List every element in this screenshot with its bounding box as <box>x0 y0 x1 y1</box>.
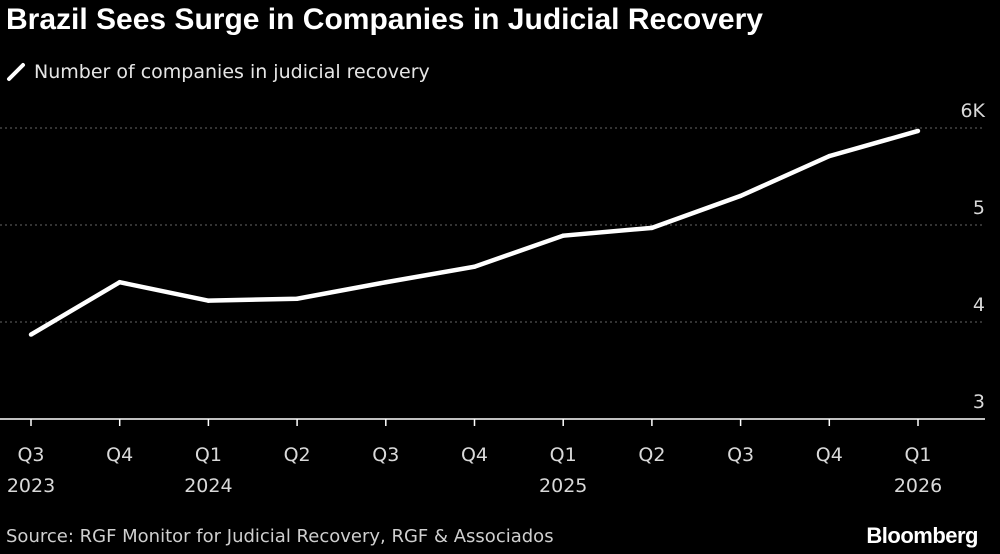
data-point <box>294 296 300 301</box>
x-tick-label-quarter: Q2 <box>638 444 665 466</box>
data-point <box>117 280 122 285</box>
x-tick-label-quarter: Q1 <box>550 444 577 466</box>
y-axis-ticks: 3 4 5 6K <box>960 100 985 413</box>
x-tick-label-quarter: Q3 <box>372 444 399 466</box>
x-tick-label-quarter: Q4 <box>816 444 843 466</box>
x-tick-label-quarter: Q2 <box>284 444 311 466</box>
x-tick-label-year: 2024 <box>184 475 232 497</box>
grid-lines <box>0 127 985 323</box>
data-point <box>472 264 477 269</box>
series-line <box>29 128 919 337</box>
data-point <box>649 225 655 231</box>
x-tick-label-quarter: Q4 <box>106 444 133 466</box>
legend: Number of companies in judicial recovery <box>6 58 430 86</box>
data-point <box>561 233 566 238</box>
data-point <box>827 153 832 159</box>
x-tick-label-year: 2025 <box>539 475 587 497</box>
data-point <box>738 193 743 199</box>
data-point <box>915 128 921 134</box>
data-point <box>383 280 388 285</box>
source-note: Source: RGF Monitor for Judicial Recover… <box>6 526 554 547</box>
series-lines <box>28 128 921 337</box>
legend-label: Number of companies in judicial recovery <box>34 61 430 83</box>
y-tick-label: 5 <box>973 197 985 219</box>
x-tick-label-quarter: Q1 <box>904 444 931 466</box>
x-tick-label-quarter: Q3 <box>727 444 754 466</box>
data-point <box>28 332 34 337</box>
x-tick-label-quarter: Q4 <box>461 444 488 466</box>
x-tick-label-quarter: Q1 <box>195 444 222 466</box>
legend-line-icon <box>7 63 25 81</box>
x-tick-label-year: 2026 <box>894 475 942 497</box>
x-tick-label-quarter: Q3 <box>17 444 44 466</box>
bloomberg-logo: Bloomberg <box>866 523 978 548</box>
y-tick-label: 3 <box>973 391 985 413</box>
chart-title: Brazil Sees Surge in Companies in Judici… <box>6 3 763 36</box>
data-point <box>206 298 211 303</box>
x-tick-label-year: 2023 <box>7 475 55 497</box>
y-tick-label: 4 <box>973 294 985 316</box>
y-tick-label: 6K <box>960 100 985 122</box>
x-axis: Q3 2023 Q4 Q1 2024 Q2 Q3 Q4 Q1 2025 Q2 Q3 Q4 Q1 2026 <box>0 418 985 497</box>
